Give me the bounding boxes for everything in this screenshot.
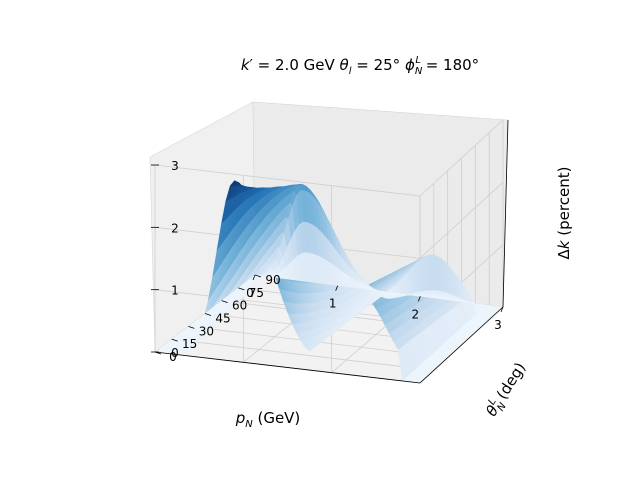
x-tick-label: 3 — [494, 318, 502, 332]
x-tick-mark — [417, 296, 421, 302]
y-axis-line — [419, 306, 504, 384]
y-tick-label: 60 — [232, 299, 247, 313]
y-tick-mark — [204, 313, 212, 316]
y-tick-label: 30 — [199, 324, 214, 338]
y-tick-mark — [188, 325, 195, 329]
x-axis-line — [154, 351, 421, 384]
chart-title: k′ = 2.0 GeV θl = 25° ϕNL = 180° — [241, 55, 479, 77]
x-tick-label: 2 — [412, 307, 420, 321]
x-tick-label: 1 — [329, 297, 337, 311]
z-axis-label: Δk (percent) — [555, 167, 573, 260]
z-tick-label: 1 — [171, 284, 179, 298]
gridline-z-back — [154, 164, 421, 197]
y-tick-label: 15 — [182, 337, 197, 351]
y-tick-mark — [254, 274, 262, 278]
y-tick-mark — [221, 300, 228, 304]
z-tick-label: 0 — [171, 346, 179, 360]
y-tick-mark — [238, 287, 245, 291]
x-tick-mark — [335, 285, 339, 291]
y-tick-mark — [171, 338, 178, 342]
axis-lines — [154, 119, 509, 384]
y-tick-label: 45 — [215, 312, 230, 326]
z-tick-label: 3 — [171, 159, 179, 173]
x-tick-mark — [252, 274, 256, 281]
x-tick-label: 0 — [246, 286, 254, 300]
y-tick-label: 90 — [265, 273, 280, 287]
x-tick-mark — [500, 306, 504, 313]
x-axis-label: pN (GeV) — [235, 409, 301, 430]
z-axis-line — [502, 119, 509, 308]
z-tick-label: 2 — [171, 221, 179, 235]
gridline-y-floor — [171, 338, 434, 371]
y-tick-label: 0 — [169, 350, 177, 364]
surface-mesh — [154, 180, 504, 384]
y-axis-label: θNL (deg) — [481, 359, 531, 422]
y-tick-label: 75 — [249, 286, 264, 300]
